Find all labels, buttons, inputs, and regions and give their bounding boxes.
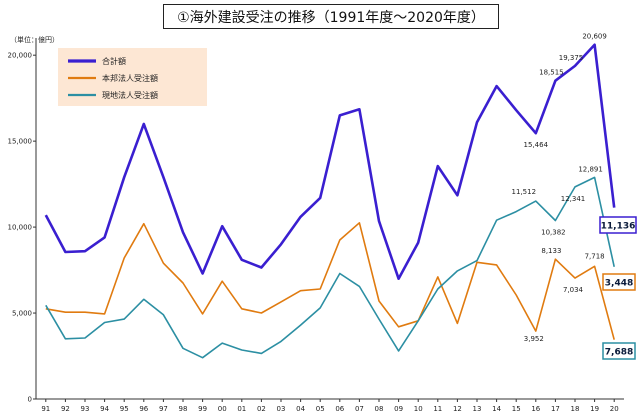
x-tick-label: 92 (61, 405, 70, 413)
x-tick-label: 98 (179, 405, 188, 413)
data-label: 12,341 (561, 195, 586, 203)
x-tick-label: 05 (316, 405, 325, 413)
x-tick-label: 93 (81, 405, 90, 413)
end-value-box (602, 342, 636, 360)
legend-entry: 合計額 (102, 56, 126, 66)
data-label: 15,464 (524, 141, 549, 149)
end-value-label: 3,448 (605, 279, 633, 289)
unit-label: （単位：億円） (10, 35, 59, 44)
x-tick-label: 94 (100, 405, 109, 413)
label-layer: 15,464 18,515 19,375 20,609 11,136 3,952 8,133… (512, 33, 637, 360)
end-value-box (602, 273, 636, 291)
x-tick-label: 11 (433, 405, 442, 413)
x-tick-label: 20 (610, 405, 619, 413)
x-tick-label: 96 (139, 405, 148, 413)
y-tick-label: 5,000 (12, 310, 32, 318)
x-tick-label: 99 (198, 405, 207, 413)
data-label: 20,609 (582, 33, 607, 41)
x-tick-label: 16 (531, 405, 540, 413)
x-tick-label: 13 (473, 405, 482, 413)
x-tick-label: 95 (120, 405, 129, 413)
x-tick-label: 10 (414, 405, 423, 413)
series-line-3 (45, 176, 615, 359)
x-tick-layer: 91 92 93 94 95 96 97 98 99 00 01 02 03 04 05 06 07 08 09 10… (41, 399, 619, 413)
data-label: 12,891 (578, 165, 603, 173)
x-tick-label: 17 (551, 405, 560, 413)
y-tick-label: 10,000 (8, 224, 33, 232)
chart-axes (35, 38, 624, 400)
end-value-label: 7,688 (605, 348, 633, 358)
x-tick-label: 15 (512, 405, 521, 413)
x-tick-label: 00 (218, 405, 227, 413)
data-label: 18,515 (539, 69, 564, 77)
x-tick-label: 03 (277, 405, 286, 413)
data-label: 19,375 (559, 54, 584, 62)
legend-entry: 本邦法人受注額 (102, 73, 158, 83)
legend-entry: 現地法人受注額 (102, 90, 158, 100)
x-tick-label: 01 (237, 405, 246, 413)
data-label: 10,382 (541, 229, 566, 237)
x-tick-label: 97 (159, 405, 168, 413)
x-tick-label: 08 (375, 405, 384, 413)
x-tick-label: 19 (590, 405, 599, 413)
x-tick-label: 04 (296, 405, 305, 413)
y-tick-label: 0 (28, 396, 32, 404)
x-tick-label: 09 (394, 405, 403, 413)
end-value-box (599, 216, 637, 234)
y-tick-layer: 0 5,000 10,000 15,000 20,000 (8, 52, 36, 404)
data-label: 7,718 (585, 252, 605, 260)
x-tick-label: 14 (492, 405, 501, 413)
data-label: 8,133 (541, 247, 561, 255)
x-tick-label: 18 (571, 405, 580, 413)
series-line-2 (45, 222, 615, 340)
x-tick-label: 02 (257, 405, 266, 413)
data-label: 3,952 (524, 335, 544, 343)
series-layer (44, 43, 616, 359)
chart-title: ①海外建設受注の推移（1991年度～2020年度） (163, 4, 499, 29)
x-tick-label: 91 (41, 405, 50, 413)
end-value-label: 11,136 (601, 222, 636, 232)
data-label: 11,512 (512, 188, 537, 196)
data-label: 7,034 (563, 286, 584, 294)
x-tick-label: 07 (355, 405, 364, 413)
y-tick-label: 20,000 (8, 52, 33, 60)
x-tick-label: 06 (335, 405, 344, 413)
series-line-1 (44, 43, 616, 281)
y-tick-label: 15,000 (8, 138, 33, 146)
x-tick-label: 12 (453, 405, 462, 413)
